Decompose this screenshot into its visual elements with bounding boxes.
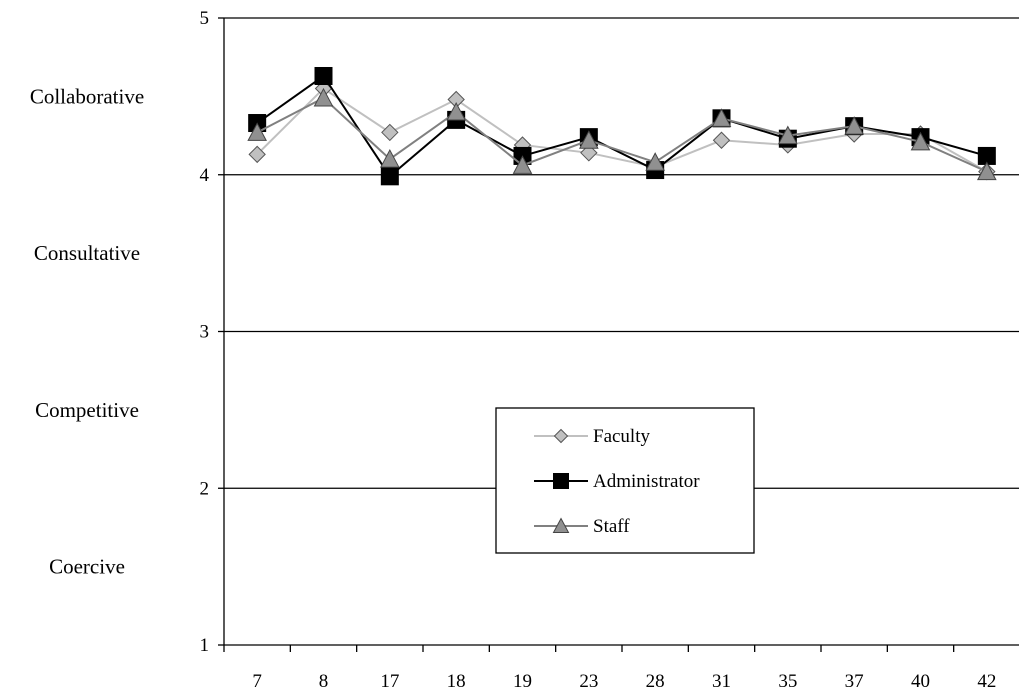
x-tick-label: 23 <box>579 671 598 692</box>
x-tick-label: 37 <box>845 671 864 692</box>
data-point-administrator <box>380 167 399 186</box>
data-point-faculty <box>580 144 598 162</box>
x-tick-label: 35 <box>778 671 797 692</box>
data-point-staff <box>446 101 466 121</box>
y-tick-label: 2 <box>200 478 210 499</box>
x-tick-label: 8 <box>319 671 329 692</box>
series <box>247 66 997 186</box>
data-point-faculty <box>712 131 731 149</box>
x-tick-label: 40 <box>911 671 930 692</box>
legend-label: Faculty <box>593 426 650 447</box>
x-tick-label: 7 <box>252 671 262 692</box>
x-tick-label: 31 <box>712 671 731 692</box>
series-administrator <box>248 66 996 186</box>
x-tick-label: 42 <box>977 671 996 692</box>
legend-entry-faculty: Faculty <box>534 426 650 447</box>
data-point-staff <box>380 149 400 168</box>
band-label-consultative: Consultative <box>34 241 140 265</box>
data-point-staff <box>512 155 533 174</box>
y-tick-label: 3 <box>200 322 210 343</box>
legend-marker-faculty <box>553 428 569 444</box>
data-point-staff <box>645 152 665 171</box>
series-line-administrator <box>256 74 988 178</box>
x-tick-label: 18 <box>447 671 466 692</box>
legend-label: Administrator <box>593 471 700 492</box>
data-point-administrator <box>314 66 333 85</box>
legend: Faculty Administrator Staff <box>495 407 755 554</box>
series-staff <box>247 87 997 181</box>
band-label-coercive: Coercive <box>49 555 125 579</box>
band-label-collaborative: Collaborative <box>30 84 144 108</box>
data-point-faculty <box>248 145 266 164</box>
x-tick-label: 28 <box>646 671 665 692</box>
y-tick-label: 1 <box>200 635 210 656</box>
y-tick-label: 4 <box>200 165 210 186</box>
data-point-staff <box>778 125 798 145</box>
data-point-staff <box>247 122 267 141</box>
data-point-staff <box>313 87 334 107</box>
data-point-staff <box>844 116 864 135</box>
band-label-competitive: Competitive <box>35 398 139 422</box>
legend-entry-staff: Staff <box>534 516 630 537</box>
x-tick-label: 17 <box>380 671 399 692</box>
legend-label: Staff <box>593 516 630 537</box>
legend-marker-administrator <box>553 473 569 489</box>
data-point-staff <box>579 130 599 149</box>
y-tick-label: 5 <box>200 8 210 29</box>
data-point-staff <box>711 108 732 127</box>
legend-marker-staff <box>552 517 570 533</box>
series-line-faculty <box>256 87 988 173</box>
legend-entry-administrator: Administrator <box>534 471 700 492</box>
data-point-faculty <box>381 123 399 142</box>
series-line-staff <box>256 96 988 173</box>
x-tick-label: 19 <box>513 671 532 692</box>
band-labels: Collaborative Consultative Competitive Coer… <box>30 84 144 578</box>
data-point-staff <box>910 131 931 151</box>
data-point-staff <box>977 161 997 181</box>
